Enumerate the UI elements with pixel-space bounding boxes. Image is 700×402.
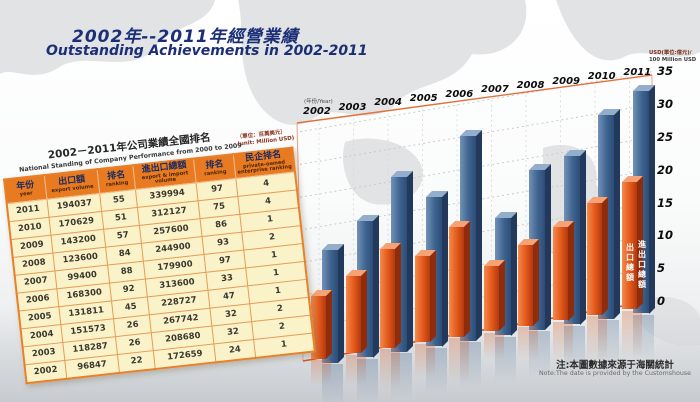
bar-reflection: [380, 349, 400, 389]
table-cell: 22: [117, 350, 156, 373]
year-label: 2010: [587, 71, 616, 83]
bar-export-2009: [552, 220, 574, 321]
bar-side-face: [567, 220, 574, 321]
bar-front-face: [621, 182, 637, 310]
bar-reflection: [552, 321, 573, 360]
y-tick-label: 25: [657, 130, 674, 144]
bar-export-2010: [587, 197, 608, 315]
bar-front-face: [587, 203, 602, 315]
legend-export-label: 出口總額: [625, 243, 635, 283]
performance-ranking-table: 年份 year 出口額 export volume 排名 ranking 進出口總額 expo…: [2, 146, 316, 385]
bar-side-face: [338, 243, 344, 363]
y-tick-label: 35: [657, 64, 674, 79]
bar-reflection: [563, 325, 585, 372]
y-axis-unit-line2: 100 Million USD: [649, 56, 697, 63]
ranking-table-panel: 2002－2011年公司業績全國排名 National Standing of …: [0, 121, 316, 385]
bar-reflection: [587, 316, 607, 361]
bar-reflection: [494, 336, 516, 383]
legend-total-label: 進出口總額: [637, 240, 647, 290]
bar-side-face: [476, 129, 482, 341]
bar-side-face: [579, 149, 586, 325]
bar-front-face: [380, 248, 395, 348]
data-source-note-zh: 注:本圖數據來源于海關統計: [556, 360, 674, 371]
bar-export-2011: [621, 176, 643, 310]
bar-front-face: [483, 266, 499, 332]
year-label: 2005: [409, 92, 438, 104]
bar-front-face: [449, 226, 464, 337]
page-title-zh: 2002年--2011年經營業績: [72, 27, 299, 47]
bar-front-face: [345, 276, 361, 354]
bar-side-face: [614, 108, 620, 319]
page-title-en: Outstanding Achievements in 2002-2011: [46, 43, 368, 59]
bar-reflection: [449, 338, 469, 383]
axis-line: [296, 74, 653, 124]
year-label: 2004: [374, 97, 403, 109]
bar-side-face: [360, 270, 367, 354]
y-axis-unit-line1: USD(單位:億元)/: [649, 50, 692, 56]
y-tick-label: 20: [657, 162, 674, 177]
year-label: 2011: [623, 66, 652, 78]
table-cell: 2002: [24, 360, 67, 384]
bar-side-face: [407, 170, 413, 352]
bar-reflection: [391, 353, 412, 399]
data-source-note-en: Note:The date is provided by the Customs…: [538, 370, 692, 377]
bar-reflection: [621, 310, 642, 357]
year-label: 2003: [338, 101, 367, 113]
bar-side-face: [648, 84, 655, 314]
bar-reflection: [345, 354, 366, 386]
bar-side-face: [326, 289, 332, 359]
year-label: 2007: [481, 84, 509, 96]
y-tick-label: 5: [657, 261, 666, 276]
bar-export-2005: [414, 250, 436, 343]
year-label: 2008: [516, 79, 545, 91]
bar-side-face: [533, 239, 539, 326]
y-tick-label: 30: [657, 97, 674, 112]
bar-reflection: [529, 331, 550, 377]
bar-side-face: [545, 163, 551, 330]
y-tick-label: 0: [657, 294, 666, 308]
bar-front-face: [518, 245, 533, 326]
year-label: 2009: [552, 75, 581, 87]
bar-reflection: [322, 364, 343, 402]
bar-side-face: [372, 214, 379, 358]
bar-side-face: [395, 242, 401, 348]
bar-reflection: [632, 314, 654, 361]
bar-export-2008: [518, 239, 539, 326]
year-label: 2006: [445, 88, 474, 100]
bar-side-face: [498, 260, 505, 332]
bar-side-face: [429, 250, 436, 343]
bar-export-2007: [483, 260, 505, 332]
bar-reflection: [483, 332, 504, 359]
bar-reflection: [425, 347, 447, 394]
bar-reflection: [414, 343, 435, 379]
bar-reflection: [598, 320, 619, 366]
bar-side-face: [441, 190, 448, 347]
y-tick-label: 15: [657, 195, 674, 210]
bar-side-face: [464, 220, 470, 337]
table-cell: 24: [214, 339, 256, 363]
bar-export-2004: [380, 242, 401, 348]
bar-front-face: [552, 226, 568, 321]
bar-side-face: [510, 211, 517, 336]
bar-export-2006: [449, 220, 470, 337]
bar-reflection: [460, 342, 481, 388]
bar-reflection: [311, 360, 331, 386]
year-axis-note: (年份/Year): [304, 99, 333, 105]
bar-front-face: [414, 256, 430, 343]
bar-export-2003: [345, 270, 367, 354]
y-tick-label: 10: [657, 228, 674, 243]
bar-side-face: [602, 197, 608, 315]
y-axis-unit-label: USD(單位:億元)/ 100 Million USD: [649, 50, 696, 64]
year-label: 2002: [303, 106, 331, 117]
bar-reflection: [356, 358, 378, 402]
bar-reflection: [518, 327, 538, 360]
